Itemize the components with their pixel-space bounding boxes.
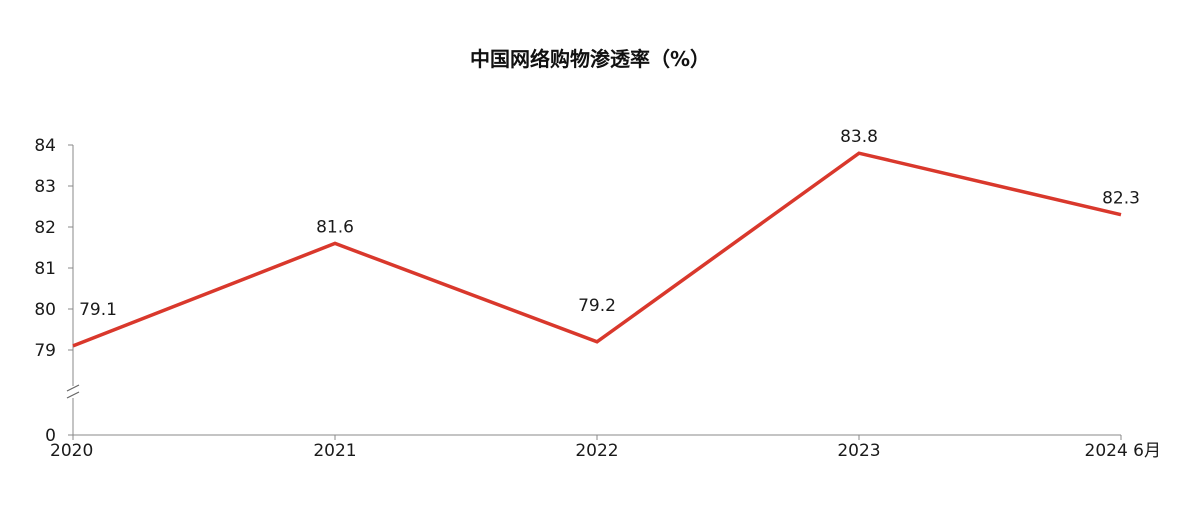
y-tick-label: 79 (34, 341, 56, 361)
axis-break-mark-lower (66, 391, 80, 399)
data-label: 79.2 (578, 296, 616, 316)
y-tick-label: 83 (34, 177, 56, 197)
data-label: 79.1 (79, 300, 117, 320)
data-label: 81.6 (316, 217, 354, 237)
data-label: 82.3 (1102, 189, 1140, 209)
chart-title: 中国网络购物渗透率（%） (470, 47, 710, 71)
y-tick-label: 80 (34, 300, 56, 320)
x-tick-label: 2020 (50, 441, 93, 461)
axes: 0 79 80 81 82 83 84 2020 2021 2022 2023 2024 6月 (34, 136, 1161, 461)
series-layer (72, 151, 1122, 348)
y-tick-label: 84 (34, 136, 56, 156)
x-tick-label: 2024 6月 (1085, 441, 1161, 461)
x-tick-label: 2021 (313, 441, 356, 461)
y-tick-label: 0 (45, 426, 56, 446)
axis-break-mark-upper (66, 384, 80, 392)
y-tick-label: 81 (34, 259, 56, 279)
series-line (72, 151, 1122, 348)
y-tick-label: 82 (34, 218, 56, 238)
data-label: 83.8 (840, 127, 878, 147)
x-tick-label: 2022 (575, 441, 618, 461)
data-labels: 79.1 81.6 79.2 83.8 82.3 (79, 127, 1140, 320)
x-tick-label: 2023 (837, 441, 880, 461)
